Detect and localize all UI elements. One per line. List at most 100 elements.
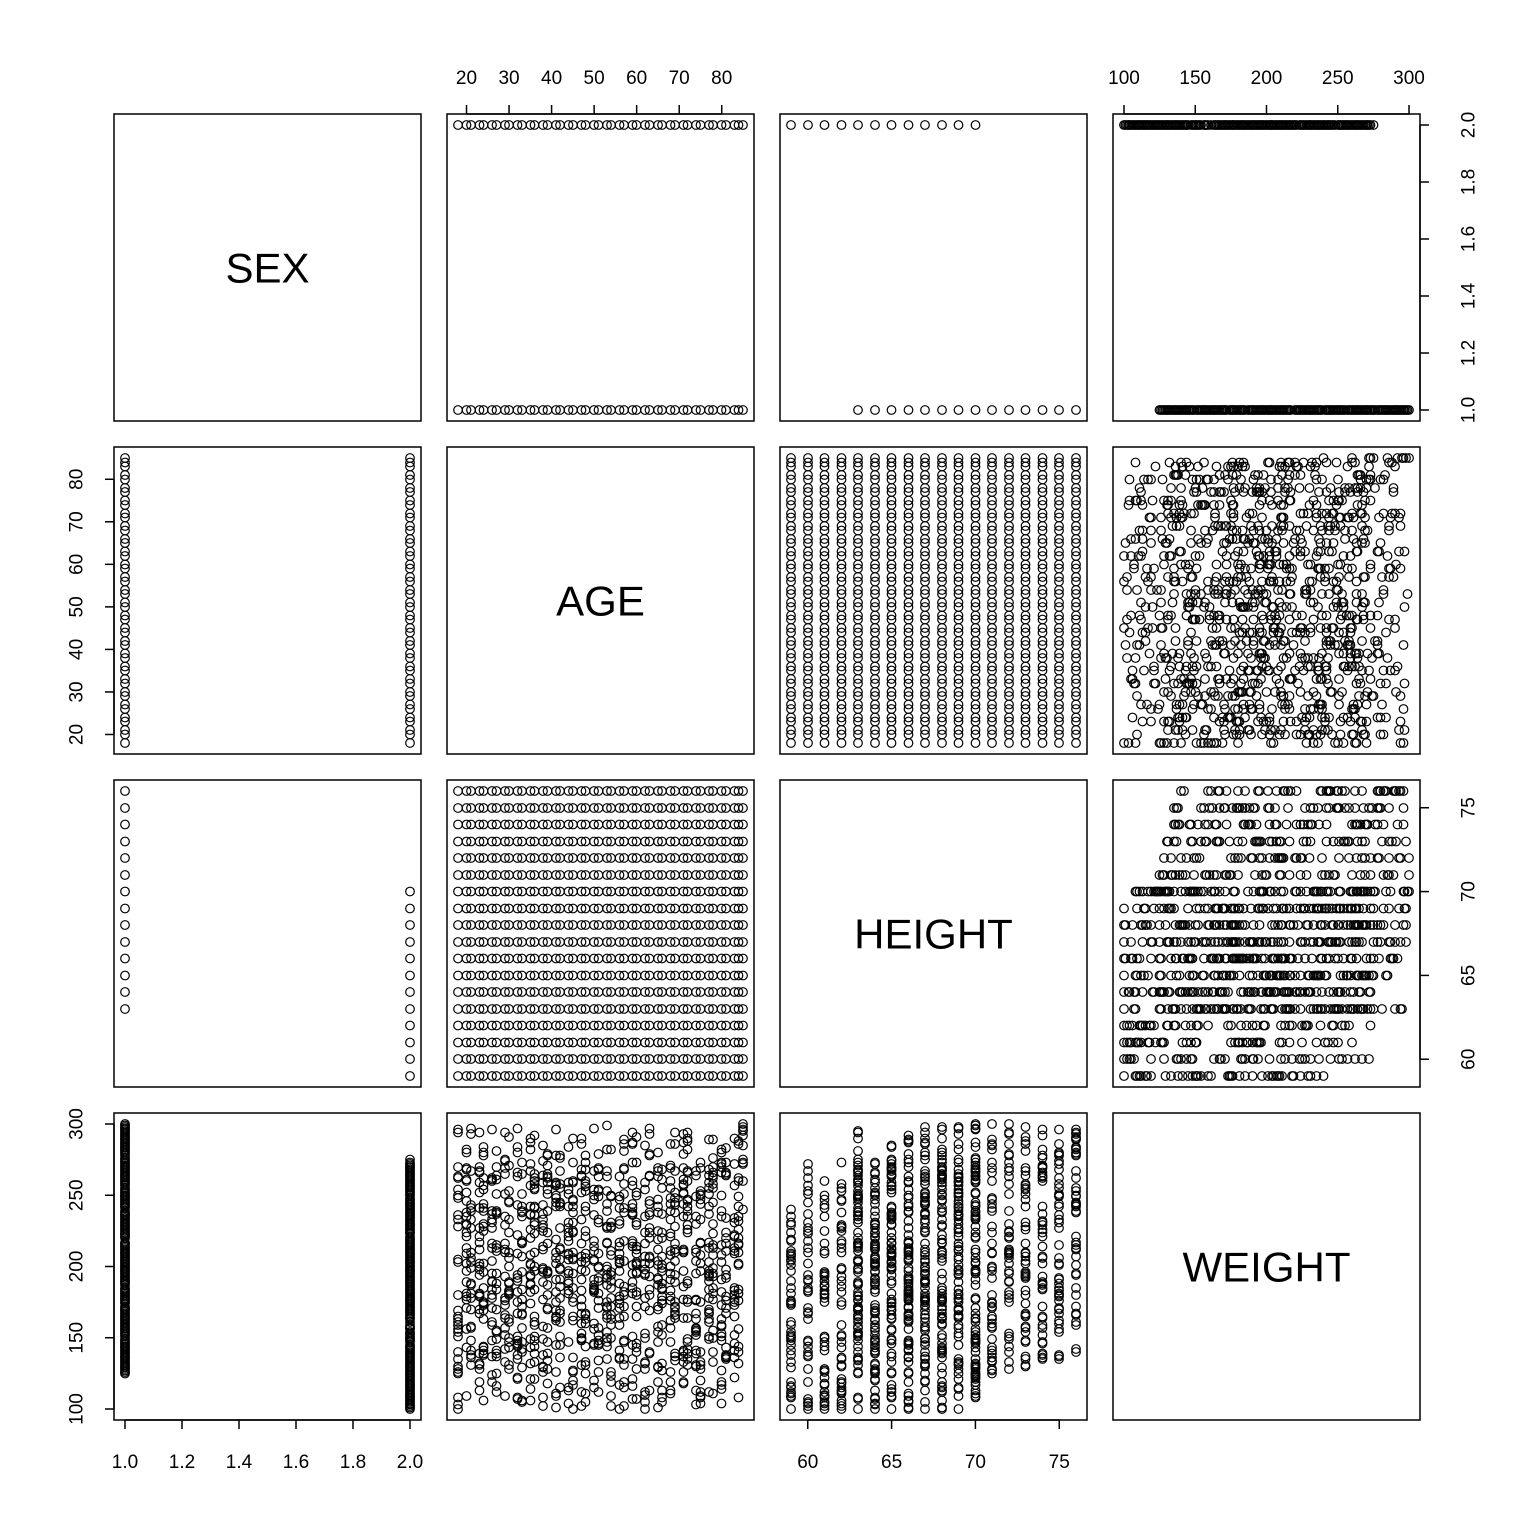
data-point (716, 870, 727, 880)
panel-frame (446, 446, 755, 755)
data-point (525, 1071, 536, 1081)
data-point (1347, 1037, 1357, 1048)
data-point (1287, 627, 1297, 638)
data-point (1317, 853, 1327, 863)
data-point (1300, 636, 1310, 646)
data-point (1186, 674, 1196, 684)
data-point (1199, 457, 1209, 468)
data-point (1388, 487, 1399, 497)
data-point (1020, 691, 1031, 701)
data-point (1211, 623, 1222, 633)
data-point (405, 627, 415, 638)
data-point (474, 853, 485, 863)
data-point (1324, 120, 1334, 130)
data-point (1372, 610, 1383, 621)
data-point (953, 405, 964, 415)
data-point (640, 953, 650, 964)
data-point (953, 640, 964, 650)
data-point (1123, 500, 1134, 510)
data-point (120, 738, 130, 748)
data-point (461, 120, 472, 130)
data-point (1183, 640, 1193, 650)
data-point (1378, 585, 1389, 595)
data-point (602, 886, 612, 897)
data-point (691, 903, 701, 914)
data-point (627, 903, 638, 914)
data-point (1209, 738, 1219, 748)
data-point (1266, 725, 1276, 735)
data-point (1201, 120, 1212, 130)
data-point (1127, 665, 1138, 676)
data-point (970, 487, 981, 497)
data-point (1071, 614, 1081, 625)
data-point (733, 1004, 744, 1014)
data-point (1122, 614, 1132, 625)
data-point (1137, 546, 1148, 557)
data-point (1054, 704, 1064, 714)
data-point (903, 551, 914, 561)
data-point (1241, 1020, 1252, 1031)
data-point (1037, 405, 1048, 415)
data-point (1054, 640, 1064, 650)
data-point (803, 120, 813, 130)
data-point (1156, 585, 1166, 595)
data-point (1071, 704, 1081, 714)
data-point (461, 870, 472, 880)
data-point (568, 1157, 578, 1168)
data-point (920, 653, 930, 663)
data-point (120, 487, 130, 497)
data-point (1146, 585, 1156, 595)
data-point (1233, 738, 1243, 748)
data-point (1004, 653, 1014, 663)
data-point (1331, 457, 1342, 468)
data-point (853, 665, 863, 676)
data-point (1139, 474, 1149, 485)
data-point (1126, 551, 1136, 561)
data-point (1154, 920, 1165, 930)
data-point (1129, 678, 1139, 689)
data-point (953, 627, 964, 638)
data-point (1200, 525, 1210, 536)
data-point (1283, 803, 1293, 813)
data-point (853, 487, 863, 497)
data-point (1004, 525, 1014, 536)
data-point (614, 970, 625, 981)
data-point (614, 836, 625, 847)
data-point (1374, 597, 1384, 608)
data-point (1037, 602, 1048, 612)
data-point (1317, 674, 1327, 684)
data-point (627, 405, 638, 415)
data-point (1357, 508, 1367, 519)
data-point (1156, 653, 1166, 663)
data-point (970, 627, 981, 638)
data-point (678, 836, 689, 847)
data-point (1377, 1004, 1387, 1014)
data-point (953, 457, 964, 468)
data-point (120, 500, 130, 510)
data-point (1153, 704, 1163, 714)
data-point (120, 953, 130, 964)
data-point (970, 576, 981, 587)
data-point (1244, 534, 1255, 544)
data-point (1280, 699, 1290, 710)
data-point (819, 678, 830, 689)
data-point (1054, 602, 1064, 612)
data-point (1004, 691, 1014, 701)
data-point (627, 970, 638, 981)
data-point (563, 987, 574, 997)
data-point (1181, 661, 1192, 672)
data-point (405, 1004, 415, 1014)
data-point (405, 589, 415, 599)
data-point (953, 691, 964, 701)
data-point (836, 665, 847, 676)
data-point (1134, 483, 1145, 493)
data-point (1237, 614, 1248, 625)
data-point (1037, 678, 1048, 689)
data-point (461, 853, 472, 863)
data-point (474, 803, 485, 813)
data-point (1351, 576, 1362, 587)
data-point (1191, 405, 1202, 415)
data-point (870, 457, 880, 468)
data-point (1164, 551, 1175, 561)
data-point (405, 563, 415, 574)
